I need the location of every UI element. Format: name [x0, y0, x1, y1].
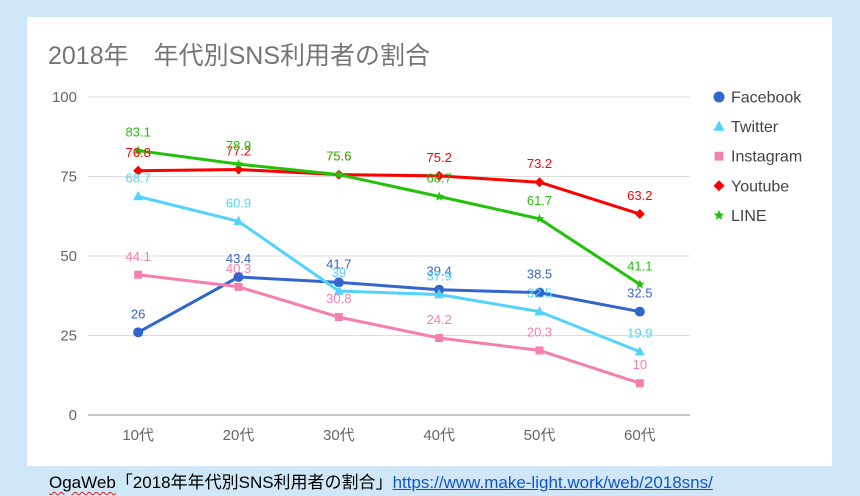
series-line-line: [136, 149, 642, 286]
data-point-youtube: [434, 170, 445, 181]
data-point-instagram: [234, 282, 243, 291]
data-label-instagram: 40.3: [226, 261, 251, 276]
data-point-youtube: [534, 177, 545, 188]
caption-title: 「2018年年代別SNS利用者の割合」: [115, 473, 393, 492]
data-point-facebook: [233, 271, 244, 282]
data-label-line: 41.1: [627, 258, 652, 273]
data-point-instagram: [535, 346, 544, 355]
legend-marker-youtube: [713, 180, 725, 192]
legend-marker-instagram: [714, 151, 724, 161]
data-label-instagram: 20.3: [527, 324, 552, 339]
x-tick-label: 20代: [223, 427, 255, 444]
y-tick-label: 0: [69, 407, 77, 424]
legend-label-twitter: Twitter: [731, 119, 779, 136]
series-line-youtube: [136, 168, 642, 216]
data-point-twitter: [333, 285, 344, 295]
data-label-youtube: 75.6: [326, 149, 351, 164]
data-point-instagram: [134, 270, 143, 279]
data-point-line: [133, 145, 143, 155]
data-label-instagram: 24.2: [427, 312, 452, 327]
data-label-instagram: 10: [633, 357, 647, 372]
data-point-twitter: [534, 306, 545, 316]
data-point-line: [233, 159, 244, 169]
data-label-twitter: 19.9: [627, 326, 652, 341]
y-axis-tick-labels: 0 25 50 75 100: [52, 89, 77, 424]
caption-source: OgaWeb: [49, 473, 116, 492]
data-point-facebook: [634, 306, 645, 317]
data-label-facebook: 38.5: [527, 267, 552, 282]
data-point-instagram: [435, 334, 444, 343]
data-label-instagram: 44.1: [126, 249, 151, 264]
data-point-line: [434, 191, 444, 201]
source-link[interactable]: https://www.make-light.work/web/2018sns/: [392, 473, 713, 492]
series-line-instagram: [136, 273, 642, 385]
source-caption: OgaWeb「2018年年代別SNS利用者の割合」https://www.mak…: [49, 473, 713, 494]
data-label-youtube: 76.8: [126, 145, 151, 160]
data-label-line: 83.1: [126, 125, 151, 140]
legend-marker-line: [713, 209, 725, 220]
data-label-youtube: 73.2: [527, 156, 552, 171]
data-point-twitter: [133, 191, 144, 201]
legend-label-line: LINE: [731, 208, 767, 225]
y-tick-label: 100: [52, 89, 77, 106]
x-axis-tick-labels: 10代 20代 30代 40代 50代 60代: [122, 427, 655, 444]
data-point-facebook: [333, 277, 344, 288]
data-point-twitter: [233, 215, 244, 226]
data-point-instagram: [334, 313, 343, 322]
series-line-twitter: [136, 195, 642, 354]
x-tick-label: 40代: [423, 427, 455, 444]
legend-label-youtube: Youtube: [731, 178, 789, 195]
series-lines: [133, 145, 645, 388]
x-tick-label: 10代: [122, 427, 154, 444]
x-tick-label: 30代: [323, 427, 355, 444]
data-point-youtube: [133, 165, 144, 176]
y-tick-label: 50: [60, 248, 77, 265]
chart-panel: 2018年 年代別SNS利用者の割合 0 25 50 75 100 10代 20代 30代 4…: [27, 17, 832, 466]
legend-label-facebook: Facebook: [731, 90, 802, 107]
data-label-twitter: 60.9: [226, 195, 251, 210]
y-tick-label: 25: [60, 328, 77, 345]
data-point-youtube: [634, 209, 645, 220]
data-label-line: 75.6: [326, 149, 351, 164]
data-label-facebook: 32.5: [627, 286, 652, 301]
data-label-youtube: 77.2: [226, 144, 251, 159]
data-label-twitter: 39: [332, 265, 346, 280]
data-label-twitter: 68.7: [126, 171, 151, 186]
data-point-line: [334, 169, 344, 179]
x-tick-label: 60代: [624, 427, 656, 444]
data-labels: 26 43.4 41.7 39.4 38.5 32.5 68.7 60.9 39 37.9 32.5…: [126, 125, 653, 372]
data-label-facebook: 41.7: [326, 256, 351, 271]
data-point-facebook: [133, 327, 144, 338]
data-label-facebook: 26: [131, 306, 145, 321]
data-label-facebook: 39.4: [427, 264, 452, 279]
legend-label-instagram: Instagram: [731, 149, 802, 166]
data-label-line: 61.7: [527, 193, 552, 208]
data-label-twitter: 37.9: [427, 268, 452, 283]
gridlines: [88, 96, 690, 416]
data-label-facebook: 43.4: [226, 251, 251, 266]
legend-marker-twitter: [713, 120, 725, 131]
y-tick-label: 75: [60, 169, 77, 186]
data-point-line: [534, 213, 545, 223]
data-label-twitter: 32.5: [527, 286, 552, 301]
data-point-facebook: [534, 287, 545, 298]
data-label-youtube: 75.2: [427, 150, 452, 165]
chart-background: [27, 17, 832, 466]
chart-title: 2018年 年代別SNS利用者の割合: [48, 42, 430, 70]
data-label-line: 68.7: [427, 171, 452, 186]
legend: Facebook Twitter Instagram Youtube LINE: [713, 90, 802, 225]
data-label-line: 78.9: [226, 138, 251, 153]
legend-marker-facebook: [713, 91, 725, 103]
data-point-line: [635, 279, 645, 289]
data-point-twitter: [634, 346, 645, 356]
data-point-twitter: [434, 288, 445, 299]
x-tick-label: 50代: [524, 427, 556, 444]
data-point-instagram: [635, 379, 644, 388]
data-label-instagram: 30.8: [326, 291, 351, 306]
data-label-youtube: 63.2: [627, 188, 652, 203]
